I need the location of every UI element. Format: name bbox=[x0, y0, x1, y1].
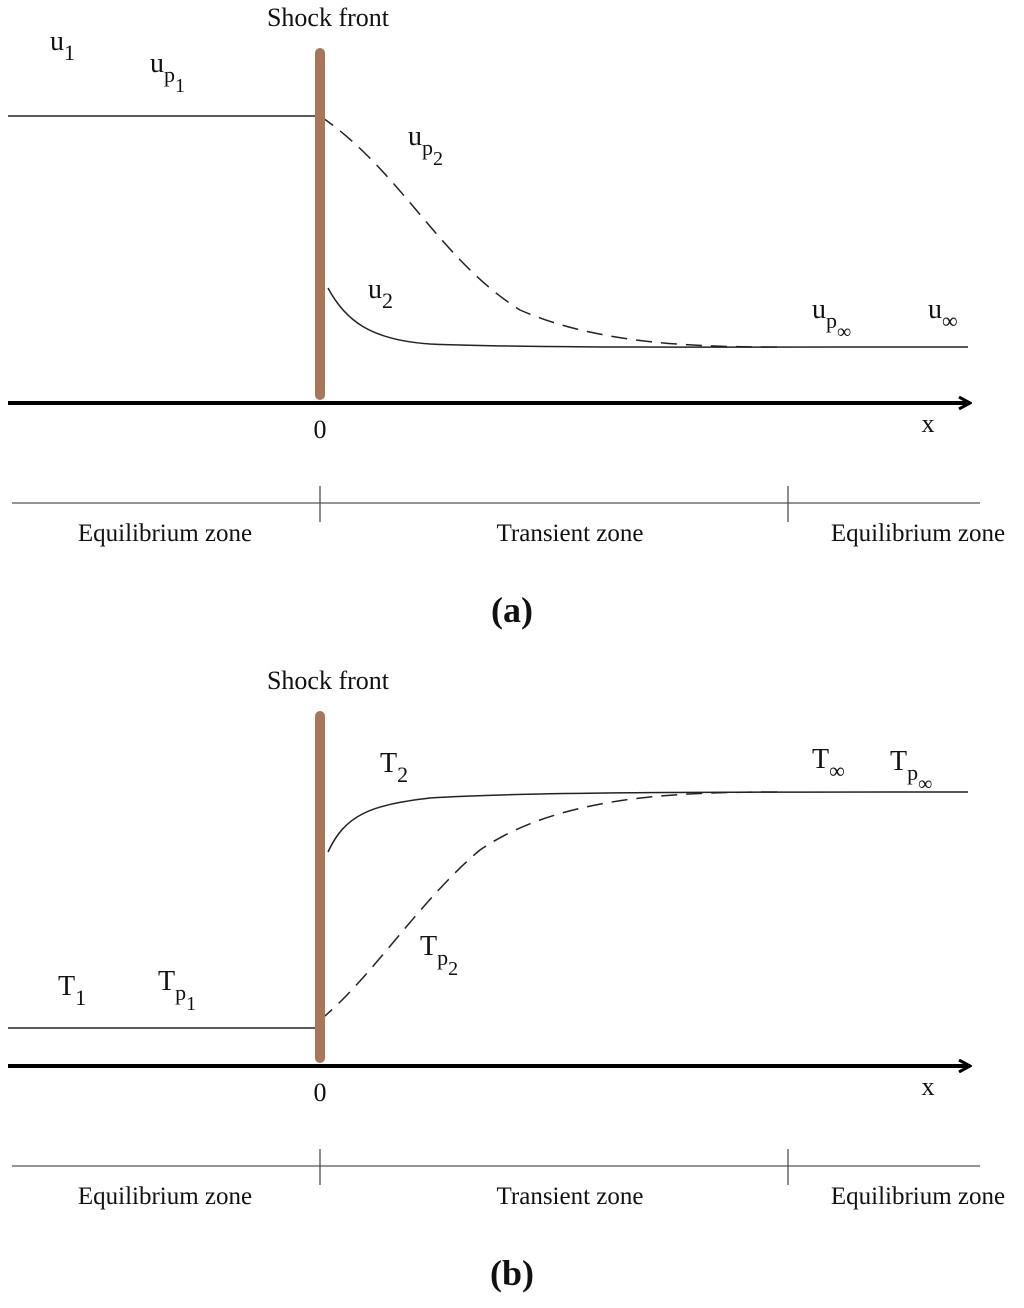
gas-curve bbox=[327, 791, 969, 853]
symbol: u bbox=[928, 294, 942, 325]
variable-label: u∞ bbox=[928, 294, 958, 333]
subscript: p bbox=[422, 135, 433, 160]
shock-front bbox=[315, 711, 325, 1063]
symbol: u bbox=[150, 48, 164, 79]
sub-subscript: ∞ bbox=[918, 773, 932, 795]
symbol: u bbox=[812, 294, 826, 325]
shock-front-label: Shock front bbox=[267, 3, 390, 32]
shock-front bbox=[315, 48, 325, 400]
subscript: p bbox=[907, 760, 918, 785]
panel-a-curves bbox=[8, 115, 969, 348]
variable-label: up1 bbox=[150, 48, 185, 97]
axis-label: x bbox=[922, 409, 935, 438]
subscript: ∞ bbox=[942, 308, 958, 333]
sub-subscript: ∞ bbox=[837, 321, 851, 343]
variable-label: T∞ bbox=[812, 744, 845, 783]
panel-caption: (b) bbox=[490, 1253, 534, 1293]
subscript: 1 bbox=[64, 40, 75, 65]
axis-label: x bbox=[922, 1072, 935, 1101]
subscript: p bbox=[164, 62, 175, 87]
subscript: ∞ bbox=[829, 758, 845, 783]
particle-curve bbox=[319, 115, 781, 348]
symbol: T bbox=[380, 748, 397, 779]
panel: Shock front 0 x Equilibrium zone Transient z… bbox=[8, 666, 1005, 1293]
subscript: p bbox=[175, 980, 186, 1005]
symbol: T bbox=[812, 744, 829, 775]
symbol: u bbox=[368, 274, 382, 305]
variable-label: Tp∞ bbox=[890, 746, 932, 795]
gas-curve bbox=[327, 287, 969, 348]
sub-subscript: 2 bbox=[433, 148, 443, 170]
sub-subscript: 1 bbox=[175, 75, 185, 97]
origin-label: 0 bbox=[314, 1078, 327, 1107]
variable-label: up2 bbox=[408, 121, 443, 170]
zone-label: Transient zone bbox=[497, 1183, 644, 1210]
variable-label: up∞ bbox=[812, 294, 851, 343]
zone-label: Equilibrium zone bbox=[78, 520, 252, 547]
variable-label: Tp2 bbox=[420, 931, 458, 980]
panel: Shock front 0 x Equilibrium zone Transient z… bbox=[8, 3, 1005, 630]
zone-label: Equilibrium zone bbox=[78, 1183, 252, 1210]
subscript: 1 bbox=[75, 985, 86, 1010]
sub-subscript: 2 bbox=[448, 958, 458, 980]
subscript: 2 bbox=[397, 762, 408, 787]
subscript: 2 bbox=[382, 288, 393, 313]
zone-label: Transient zone bbox=[497, 520, 644, 547]
variable-label: u1 bbox=[50, 26, 75, 65]
panel-caption: (a) bbox=[491, 590, 533, 630]
panel-b-curves bbox=[8, 791, 969, 1029]
zone-label: Equilibrium zone bbox=[831, 520, 1005, 547]
symbol: u bbox=[50, 26, 64, 57]
symbol: T bbox=[890, 746, 907, 777]
shock-front-label: Shock front bbox=[267, 666, 390, 695]
variable-label: T1 bbox=[58, 971, 86, 1010]
sub-subscript: 1 bbox=[186, 993, 196, 1015]
symbol: T bbox=[58, 971, 75, 1002]
particle-curve bbox=[319, 791, 781, 1021]
variable-label: Tp1 bbox=[158, 966, 196, 1015]
variable-label: u2 bbox=[368, 274, 393, 313]
variable-label: T2 bbox=[380, 748, 408, 787]
subscript: p bbox=[437, 945, 448, 970]
symbol: T bbox=[158, 966, 175, 997]
symbol: u bbox=[408, 121, 422, 152]
zone-label: Equilibrium zone bbox=[831, 1183, 1005, 1210]
symbol: T bbox=[420, 931, 437, 962]
origin-label: 0 bbox=[314, 415, 327, 444]
subscript: p bbox=[826, 308, 837, 333]
